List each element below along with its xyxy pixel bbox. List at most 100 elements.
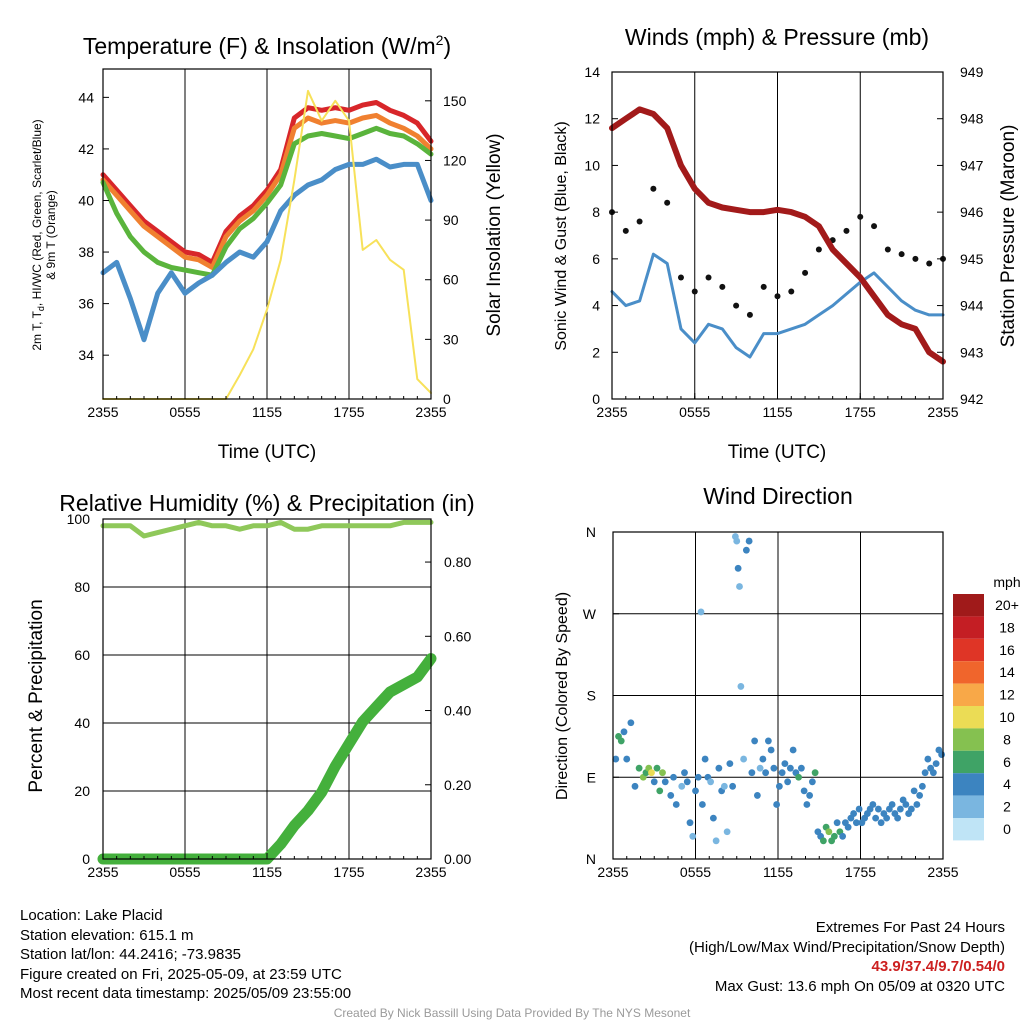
y2-tick-label: 150 [443, 93, 467, 109]
direction-point [683, 778, 691, 786]
y-tick-label: 36 [78, 296, 94, 312]
direction-point [806, 792, 814, 799]
y2-tick-label: 945 [960, 251, 984, 267]
y-tick-label: W [583, 606, 597, 622]
temperature-chart-title: Temperature (F) & Insolation (W/m2) [83, 32, 451, 59]
wind-direction-chart: Wind Direction Direction (Colored By Spe… [554, 483, 1021, 880]
direction-point [759, 755, 767, 763]
y-tick-label: 60 [74, 647, 90, 663]
direction-point [729, 782, 737, 790]
station-info: Location: Lake Placid Station elevation:… [20, 906, 351, 1004]
direction-point [751, 737, 759, 745]
direction-point [808, 778, 816, 786]
direction-point [938, 751, 946, 758]
direction-point [781, 760, 789, 768]
y2-tick-label: 0.60 [444, 628, 471, 644]
direction-point [650, 778, 658, 786]
y-tick-label: 8 [592, 204, 600, 220]
direction-point [797, 764, 805, 772]
gust-point [884, 246, 891, 253]
gust-point [926, 260, 933, 267]
direction-point [697, 608, 705, 616]
direction-point [932, 760, 940, 768]
y-tick-label: 2 [592, 344, 600, 360]
x-tick-label: 2355 [597, 864, 628, 880]
direction-point [689, 832, 697, 840]
y2-tick-label: 944 [960, 298, 984, 314]
gust-point [760, 283, 767, 290]
direction-point [661, 778, 669, 786]
direction-point [698, 801, 706, 808]
colorbar-swatch [953, 818, 984, 841]
station-location: Location: Lake Placid [20, 907, 163, 924]
winds-y-axis-label: Sonic Wind & Gust (Blue, Black) [553, 121, 570, 350]
direction-point [635, 764, 643, 772]
humidity-y-axis-label: Percent & Precipitation [26, 599, 47, 792]
x-tick-label: 1755 [333, 404, 364, 420]
colorbar-label: 18 [999, 619, 1015, 635]
gust-point [650, 185, 657, 192]
temperature-y-axis-label: 2m T, Td, HI/WC (Red, Green, Scarlet/Blu… [30, 119, 46, 350]
humidity-precipitation-chart: Relative Humidity (%) & Precipitation (i… [26, 490, 475, 880]
direction-point [811, 769, 819, 777]
direction-point [852, 819, 860, 827]
direction-point [686, 819, 694, 827]
direction-point [623, 755, 631, 763]
x-tick-label: 1755 [845, 404, 876, 420]
direction-point [712, 837, 720, 845]
x-tick-label: 0555 [169, 864, 200, 880]
x-tick-label: 1755 [845, 864, 876, 880]
colorbar-label: 8 [1003, 731, 1011, 747]
direction-point [667, 792, 675, 799]
direction-point [715, 764, 723, 772]
gust-point [705, 274, 712, 281]
x-tick-label: 1155 [252, 864, 282, 880]
figure-created: Figure created on Fri, 2025-05-09, at 23… [20, 965, 342, 983]
series-maroon-line [609, 106, 946, 365]
direction-point [775, 782, 783, 790]
direction-point [656, 787, 664, 795]
y-tick-label: N [586, 851, 596, 867]
colorbar-label: 12 [999, 687, 1015, 703]
y2-tick-label: 90 [443, 212, 459, 228]
station-latlon: Station lat/lon: 44.2416; -73.9835 [20, 946, 242, 963]
direction-point [733, 537, 741, 545]
direction-point [902, 801, 910, 808]
direction-point [921, 769, 929, 777]
direction-point [830, 832, 838, 840]
colorbar-swatch [953, 661, 984, 684]
gust-point [815, 246, 822, 253]
direction-point [720, 782, 728, 790]
temperature-insolation-chart: Temperature (F) & Insolation (W/m2) 2m T… [30, 32, 505, 463]
gust-point [719, 283, 726, 290]
y-tick-label: 80 [74, 579, 90, 595]
direction-point [762, 769, 770, 777]
gust-point [843, 227, 850, 234]
direction-point [844, 823, 852, 831]
direction-point [734, 564, 742, 572]
extremes-values: 43.9/37.4/9.7/0.54/0 [871, 958, 1005, 975]
winds-x-axis-label: Time (UTC) [728, 442, 827, 463]
x-tick-label: 2355 [415, 404, 446, 420]
y-tick-label: 6 [592, 251, 600, 267]
colorbar-swatch [953, 683, 984, 706]
y-tick-label: 44 [78, 89, 94, 105]
x-tick-label: 0555 [680, 864, 711, 880]
x-tick-label: 2355 [596, 404, 627, 420]
direction-point [883, 814, 891, 822]
direction-point [726, 760, 734, 768]
direction-point [894, 814, 902, 822]
colorbar-label: 4 [1003, 776, 1011, 792]
y2-tick-label: 0.40 [444, 703, 471, 719]
direction-point [833, 819, 841, 827]
y2-tick-label: 0.80 [444, 554, 471, 570]
y2-tick-label: 946 [960, 204, 984, 220]
direction-point [736, 583, 743, 590]
y-tick-label: E [587, 769, 596, 785]
direction-point [825, 828, 833, 836]
y2-tick-label: 943 [960, 344, 984, 360]
y2-tick-label: 947 [960, 157, 984, 173]
direction-point [694, 773, 702, 781]
y-tick-label: 34 [78, 347, 94, 363]
station-elevation: Station elevation: 615.1 m [20, 926, 194, 944]
